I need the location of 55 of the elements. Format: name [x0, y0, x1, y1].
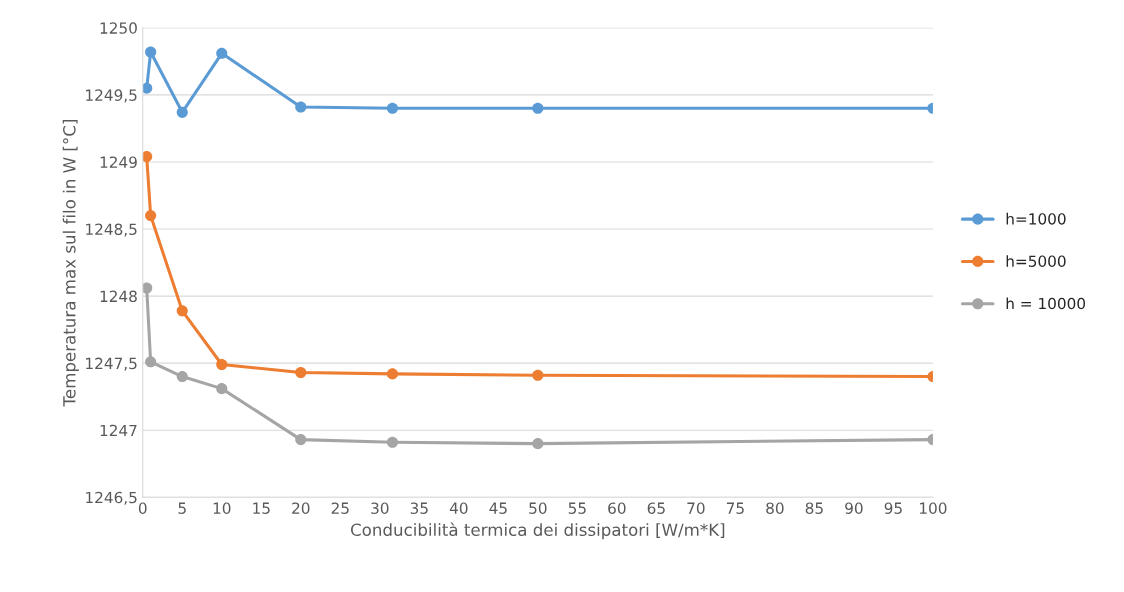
x-tick-label: 65 — [647, 502, 665, 514]
x-tick-label: 95 — [884, 502, 902, 514]
point — [216, 47, 228, 59]
x-tick-label: 100 — [920, 502, 947, 514]
x-tick-label: 35 — [410, 502, 428, 514]
point — [176, 371, 188, 383]
point — [532, 438, 544, 450]
x-tick-label: 45 — [489, 502, 507, 514]
legend-label: h=5000 — [1006, 255, 1066, 267]
y-tick-label: 1250 — [100, 22, 137, 34]
x-axis-title: Conducibilità termica dei dissipatori [W/m*K] — [350, 522, 725, 540]
y-tick-label: 1248 — [100, 290, 137, 303]
x-tick-label: 50 — [529, 502, 547, 514]
x-tick-label: 60 — [608, 502, 626, 514]
point — [145, 46, 157, 58]
point — [532, 369, 544, 381]
y-tick-label: 1247,5 — [86, 357, 137, 371]
y-tick-label: 1249 — [100, 156, 137, 168]
x-tick-label: 75 — [726, 502, 744, 514]
y-tick-label: 1248,5 — [86, 223, 137, 237]
x-tick-label: 0 — [138, 502, 147, 514]
x-tick-label: 20 — [292, 502, 310, 514]
point — [216, 383, 228, 395]
point — [142, 282, 153, 294]
point — [386, 436, 398, 448]
x-tick-label: 15 — [253, 502, 270, 514]
point — [142, 82, 153, 94]
y-tick-label: 1246,5 — [86, 491, 137, 505]
point — [145, 356, 157, 368]
x-tick-label: 85 — [805, 502, 823, 514]
point — [176, 106, 188, 118]
y-tick-label: 1247 — [100, 424, 137, 437]
x-tick-label: 80 — [766, 502, 784, 514]
point — [532, 102, 544, 114]
x-tick-label: 55 — [568, 502, 586, 514]
y-axis-title: Temperatura max sul filo in W [°C] — [62, 120, 79, 407]
point — [216, 358, 228, 371]
x-tick-label: 10 — [213, 502, 231, 514]
x-tick-label: 30 — [371, 502, 389, 514]
x-tick-label: 70 — [687, 502, 705, 514]
point — [176, 305, 188, 317]
point — [386, 368, 398, 380]
point — [145, 210, 157, 222]
point — [142, 151, 153, 163]
point — [295, 366, 307, 379]
point — [386, 102, 398, 114]
legend-label: h=1000 — [1006, 212, 1066, 225]
x-tick-label: 90 — [845, 502, 863, 514]
point — [295, 434, 307, 446]
legend-label: h = 10000 — [1006, 297, 1086, 310]
y-tick-label: 1249,5 — [86, 89, 137, 103]
point — [295, 101, 307, 113]
x-tick-label: 5 — [178, 502, 186, 514]
x-tick-label: 40 — [449, 502, 468, 514]
x-tick-label: 25 — [331, 502, 349, 514]
